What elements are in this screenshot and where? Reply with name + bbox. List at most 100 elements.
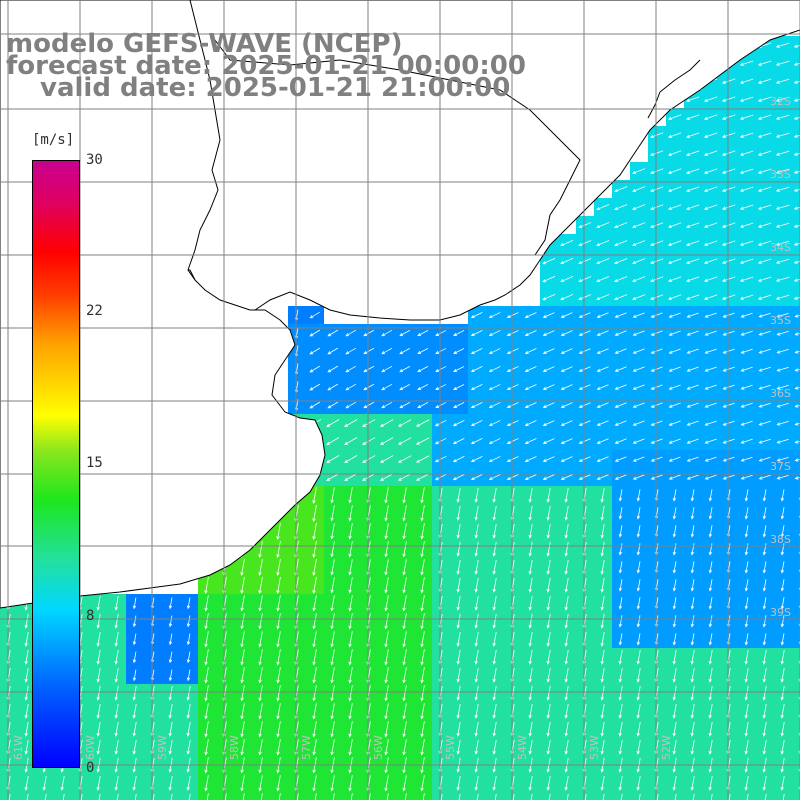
- wind-arrow-icon: [240, 667, 245, 684]
- wind-arrow-icon: [168, 597, 173, 610]
- wind-arrow-icon: [564, 596, 569, 611]
- wind-arrow-icon: [560, 438, 573, 444]
- wind-arrow-icon: [402, 649, 407, 666]
- wind-arrow-icon: [488, 312, 501, 319]
- wind-arrow-icon: [668, 240, 682, 247]
- wind-cell: [144, 792, 162, 800]
- wind-arrow-icon: [793, 242, 800, 246]
- wind-arrow-icon: [528, 524, 533, 539]
- latitude-label: 36S: [770, 387, 791, 400]
- wind-arrow-icon: [456, 686, 461, 701]
- wind-arrow-icon: [416, 455, 430, 463]
- wind-arrow-icon: [762, 489, 767, 502]
- wind-arrow-icon: [685, 150, 700, 156]
- wind-arrow-icon: [614, 330, 627, 336]
- wind-arrow-icon: [596, 276, 610, 283]
- wind-arrow-icon: [456, 596, 461, 611]
- wind-arrow-icon: [560, 258, 574, 265]
- wind-arrow-icon: [24, 704, 29, 719]
- wind-arrow-icon: [312, 721, 317, 738]
- wind-arrow-icon: [384, 631, 389, 648]
- wind-arrow-icon: [740, 384, 753, 390]
- wind-arrow-icon: [258, 649, 263, 666]
- wind-arrow-icon: [596, 456, 609, 462]
- wind-arrow-icon: [524, 402, 537, 408]
- wind-arrow-icon: [528, 668, 533, 683]
- wind-arrow-icon: [596, 420, 609, 426]
- wind-arrow-icon: [348, 631, 353, 648]
- wind-arrow-icon: [690, 543, 695, 556]
- wind-arrow-icon: [632, 276, 646, 283]
- wind-arrow-icon: [596, 402, 609, 408]
- wind-arrow-icon: [564, 506, 569, 521]
- wind-arrow-icon: [474, 722, 479, 737]
- wind-arrow-icon: [474, 740, 479, 755]
- wind-arrow-icon: [703, 258, 718, 264]
- wind-arrow-icon: [474, 578, 479, 593]
- wind-arrow-icon: [132, 740, 137, 755]
- wind-arrow-icon: [8, 794, 11, 800]
- longitude-label: 54W: [516, 735, 529, 760]
- wind-arrow-icon: [381, 347, 393, 355]
- wind-arrow-icon: [402, 595, 407, 612]
- wind-arrow-icon: [186, 740, 191, 755]
- wind-arrow-icon: [757, 60, 772, 66]
- wind-arrow-icon: [506, 456, 519, 463]
- wind-arrow-icon: [326, 473, 340, 481]
- wind-arrow-icon: [542, 257, 556, 265]
- colorbar-tick: 15: [86, 455, 103, 471]
- wind-arrow-icon: [600, 506, 605, 521]
- wind-arrow-icon: [722, 384, 735, 390]
- wind-arrow-icon: [578, 438, 591, 444]
- wind-arrow-icon: [26, 794, 29, 800]
- wind-arrow-icon: [440, 794, 443, 800]
- wind-arrow-icon: [668, 276, 682, 283]
- wind-arrow-icon: [492, 614, 497, 629]
- wind-arrow-icon: [618, 615, 623, 628]
- wind-arrow-icon: [739, 186, 754, 192]
- wind-arrow-icon: [600, 632, 605, 647]
- wind-arrow-icon: [632, 366, 645, 372]
- wind-arrow-icon: [348, 541, 353, 558]
- wind-arrow-icon: [600, 776, 605, 791]
- wind-arrow-icon: [686, 474, 699, 480]
- wind-arrow-icon: [488, 474, 501, 481]
- wind-arrow-icon: [703, 168, 718, 174]
- wind-arrow-icon: [168, 722, 173, 737]
- wind-cell: [792, 234, 800, 252]
- wind-arrow-icon: [276, 721, 281, 738]
- wind-cell: [792, 468, 800, 486]
- longitude-label: 57W: [300, 735, 313, 760]
- wind-arrow-icon: [668, 294, 682, 301]
- wind-arrow-icon: [168, 686, 173, 701]
- wind-arrow-icon: [668, 366, 681, 372]
- wind-arrow-icon: [488, 348, 501, 355]
- wind-arrow-icon: [674, 794, 677, 800]
- wind-arrow-icon: [668, 168, 682, 175]
- wind-arrow-icon: [632, 348, 645, 354]
- wind-arrow-icon: [542, 420, 555, 426]
- wind-arrow-icon: [312, 631, 317, 648]
- wind-cell: [576, 792, 594, 800]
- wind-arrow-icon: [312, 504, 317, 522]
- wind-arrow-icon: [776, 420, 789, 426]
- wind-arrow-icon: [435, 366, 447, 372]
- wind-arrow-icon: [492, 650, 497, 665]
- wind-arrow-icon: [739, 204, 754, 210]
- wind-arrow-icon: [614, 474, 627, 480]
- wind-arrow-icon: [762, 704, 767, 719]
- wind-arrow-icon: [668, 150, 682, 157]
- wind-arrow-icon: [703, 186, 718, 192]
- wind-arrow-icon: [420, 721, 425, 738]
- wind-arrow-icon: [650, 150, 664, 157]
- wind-arrow-icon: [492, 668, 497, 683]
- wind-arrow-icon: [417, 348, 429, 355]
- wind-arrow-icon: [708, 597, 713, 610]
- wind-arrow-icon: [780, 650, 785, 665]
- wind-arrow-icon: [578, 348, 591, 354]
- latitude-label: 38S: [770, 533, 791, 546]
- wind-arrow-icon: [794, 458, 800, 462]
- wind-arrow-icon: [762, 776, 767, 791]
- wind-arrow-icon: [240, 558, 245, 576]
- wind-cell: [792, 558, 800, 576]
